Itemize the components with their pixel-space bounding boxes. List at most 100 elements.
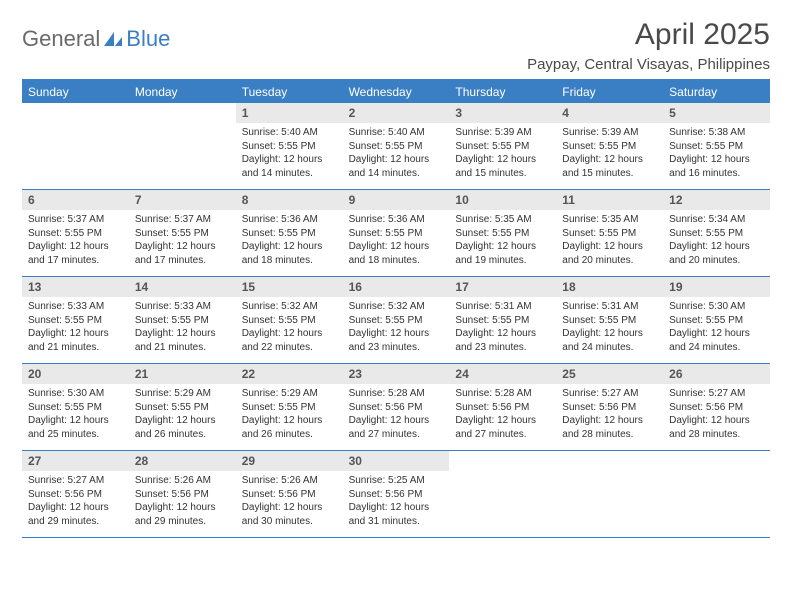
calendar-cell: 22Sunrise: 5:29 AMSunset: 5:55 PMDayligh… — [236, 364, 343, 450]
daylight-text: Daylight: 12 hours and 16 minutes. — [669, 153, 764, 180]
sunset-text: Sunset: 5:56 PM — [349, 401, 444, 415]
day-number: 5 — [663, 103, 770, 123]
calendar-week: 20Sunrise: 5:30 AMSunset: 5:55 PMDayligh… — [22, 364, 770, 451]
calendar-cell: 19Sunrise: 5:30 AMSunset: 5:55 PMDayligh… — [663, 277, 770, 363]
sunrise-text: Sunrise: 5:28 AM — [455, 387, 550, 401]
daylight-text: Daylight: 12 hours and 20 minutes. — [669, 240, 764, 267]
day-number: 16 — [343, 277, 450, 297]
sunset-text: Sunset: 5:55 PM — [242, 227, 337, 241]
calendar-week: 1Sunrise: 5:40 AMSunset: 5:55 PMDaylight… — [22, 103, 770, 190]
calendar-cell: 4Sunrise: 5:39 AMSunset: 5:55 PMDaylight… — [556, 103, 663, 189]
day-details: Sunrise: 5:32 AMSunset: 5:55 PMDaylight:… — [343, 297, 450, 358]
daylight-text: Daylight: 12 hours and 15 minutes. — [562, 153, 657, 180]
sunrise-text: Sunrise: 5:35 AM — [455, 213, 550, 227]
daylight-text: Daylight: 12 hours and 17 minutes. — [28, 240, 123, 267]
day-number: 17 — [449, 277, 556, 297]
sunrise-text: Sunrise: 5:37 AM — [28, 213, 123, 227]
calendar-cell: 8Sunrise: 5:36 AMSunset: 5:55 PMDaylight… — [236, 190, 343, 276]
sunrise-text: Sunrise: 5:32 AM — [242, 300, 337, 314]
sunset-text: Sunset: 5:55 PM — [242, 314, 337, 328]
day-details: Sunrise: 5:25 AMSunset: 5:56 PMDaylight:… — [343, 471, 450, 532]
day-details: Sunrise: 5:26 AMSunset: 5:56 PMDaylight:… — [236, 471, 343, 532]
sunset-text: Sunset: 5:56 PM — [349, 488, 444, 502]
brand-word-2: Blue — [126, 26, 170, 52]
day-number: 18 — [556, 277, 663, 297]
sunset-text: Sunset: 5:55 PM — [562, 227, 657, 241]
day-number — [22, 103, 129, 109]
sunrise-text: Sunrise: 5:34 AM — [669, 213, 764, 227]
day-number: 30 — [343, 451, 450, 471]
daylight-text: Daylight: 12 hours and 27 minutes. — [455, 414, 550, 441]
day-details: Sunrise: 5:31 AMSunset: 5:55 PMDaylight:… — [449, 297, 556, 358]
sunrise-text: Sunrise: 5:39 AM — [455, 126, 550, 140]
calendar-cell: 13Sunrise: 5:33 AMSunset: 5:55 PMDayligh… — [22, 277, 129, 363]
sunset-text: Sunset: 5:55 PM — [455, 314, 550, 328]
day-details: Sunrise: 5:39 AMSunset: 5:55 PMDaylight:… — [449, 123, 556, 184]
sunrise-text: Sunrise: 5:40 AM — [242, 126, 337, 140]
calendar-cell: 28Sunrise: 5:26 AMSunset: 5:56 PMDayligh… — [129, 451, 236, 537]
day-number: 23 — [343, 364, 450, 384]
sunset-text: Sunset: 5:55 PM — [28, 227, 123, 241]
calendar-cell: 16Sunrise: 5:32 AMSunset: 5:55 PMDayligh… — [343, 277, 450, 363]
sunrise-text: Sunrise: 5:26 AM — [242, 474, 337, 488]
daylight-text: Daylight: 12 hours and 28 minutes. — [562, 414, 657, 441]
daylight-text: Daylight: 12 hours and 24 minutes. — [562, 327, 657, 354]
calendar-weeks: 1Sunrise: 5:40 AMSunset: 5:55 PMDaylight… — [22, 103, 770, 538]
day-number: 9 — [343, 190, 450, 210]
sunrise-text: Sunrise: 5:30 AM — [669, 300, 764, 314]
day-details: Sunrise: 5:26 AMSunset: 5:56 PMDaylight:… — [129, 471, 236, 532]
sunset-text: Sunset: 5:55 PM — [455, 140, 550, 154]
day-details: Sunrise: 5:37 AMSunset: 5:55 PMDaylight:… — [22, 210, 129, 271]
brand-word-1: General — [22, 26, 100, 52]
daylight-text: Daylight: 12 hours and 19 minutes. — [455, 240, 550, 267]
sunrise-text: Sunrise: 5:31 AM — [562, 300, 657, 314]
sunset-text: Sunset: 5:55 PM — [455, 227, 550, 241]
sunrise-text: Sunrise: 5:27 AM — [562, 387, 657, 401]
daylight-text: Daylight: 12 hours and 21 minutes. — [135, 327, 230, 354]
day-number: 12 — [663, 190, 770, 210]
day-number: 28 — [129, 451, 236, 471]
sunrise-text: Sunrise: 5:38 AM — [669, 126, 764, 140]
calendar-week: 6Sunrise: 5:37 AMSunset: 5:55 PMDaylight… — [22, 190, 770, 277]
title-block: April 2025 Paypay, Central Visayas, Phil… — [527, 18, 770, 73]
calendar-cell: 12Sunrise: 5:34 AMSunset: 5:55 PMDayligh… — [663, 190, 770, 276]
sunrise-text: Sunrise: 5:25 AM — [349, 474, 444, 488]
sunset-text: Sunset: 5:56 PM — [135, 488, 230, 502]
day-number: 14 — [129, 277, 236, 297]
day-details: Sunrise: 5:30 AMSunset: 5:55 PMDaylight:… — [663, 297, 770, 358]
calendar-cell: 24Sunrise: 5:28 AMSunset: 5:56 PMDayligh… — [449, 364, 556, 450]
day-number: 25 — [556, 364, 663, 384]
sunrise-text: Sunrise: 5:39 AM — [562, 126, 657, 140]
day-number: 11 — [556, 190, 663, 210]
sunset-text: Sunset: 5:55 PM — [242, 140, 337, 154]
sunset-text: Sunset: 5:55 PM — [669, 140, 764, 154]
dayhead-wed: Wednesday — [343, 81, 450, 103]
day-number — [129, 103, 236, 109]
daylight-text: Daylight: 12 hours and 24 minutes. — [669, 327, 764, 354]
sunrise-text: Sunrise: 5:33 AM — [28, 300, 123, 314]
day-details: Sunrise: 5:31 AMSunset: 5:55 PMDaylight:… — [556, 297, 663, 358]
sunrise-text: Sunrise: 5:29 AM — [242, 387, 337, 401]
day-details: Sunrise: 5:33 AMSunset: 5:55 PMDaylight:… — [22, 297, 129, 358]
calendar-week: 27Sunrise: 5:27 AMSunset: 5:56 PMDayligh… — [22, 451, 770, 538]
daylight-text: Daylight: 12 hours and 23 minutes. — [455, 327, 550, 354]
day-details: Sunrise: 5:27 AMSunset: 5:56 PMDaylight:… — [22, 471, 129, 532]
sunset-text: Sunset: 5:56 PM — [455, 401, 550, 415]
day-details: Sunrise: 5:37 AMSunset: 5:55 PMDaylight:… — [129, 210, 236, 271]
daylight-text: Daylight: 12 hours and 15 minutes. — [455, 153, 550, 180]
calendar-cell: 21Sunrise: 5:29 AMSunset: 5:55 PMDayligh… — [129, 364, 236, 450]
daylight-text: Daylight: 12 hours and 26 minutes. — [242, 414, 337, 441]
calendar-cell — [449, 451, 556, 537]
calendar-cell: 20Sunrise: 5:30 AMSunset: 5:55 PMDayligh… — [22, 364, 129, 450]
sunrise-text: Sunrise: 5:31 AM — [455, 300, 550, 314]
calendar-cell — [663, 451, 770, 537]
sunrise-text: Sunrise: 5:26 AM — [135, 474, 230, 488]
day-number — [556, 451, 663, 457]
day-number: 2 — [343, 103, 450, 123]
sunset-text: Sunset: 5:56 PM — [242, 488, 337, 502]
calendar-cell: 29Sunrise: 5:26 AMSunset: 5:56 PMDayligh… — [236, 451, 343, 537]
dayhead-sat: Saturday — [663, 81, 770, 103]
calendar-cell: 17Sunrise: 5:31 AMSunset: 5:55 PMDayligh… — [449, 277, 556, 363]
day-details: Sunrise: 5:28 AMSunset: 5:56 PMDaylight:… — [449, 384, 556, 445]
daylight-text: Daylight: 12 hours and 28 minutes. — [669, 414, 764, 441]
